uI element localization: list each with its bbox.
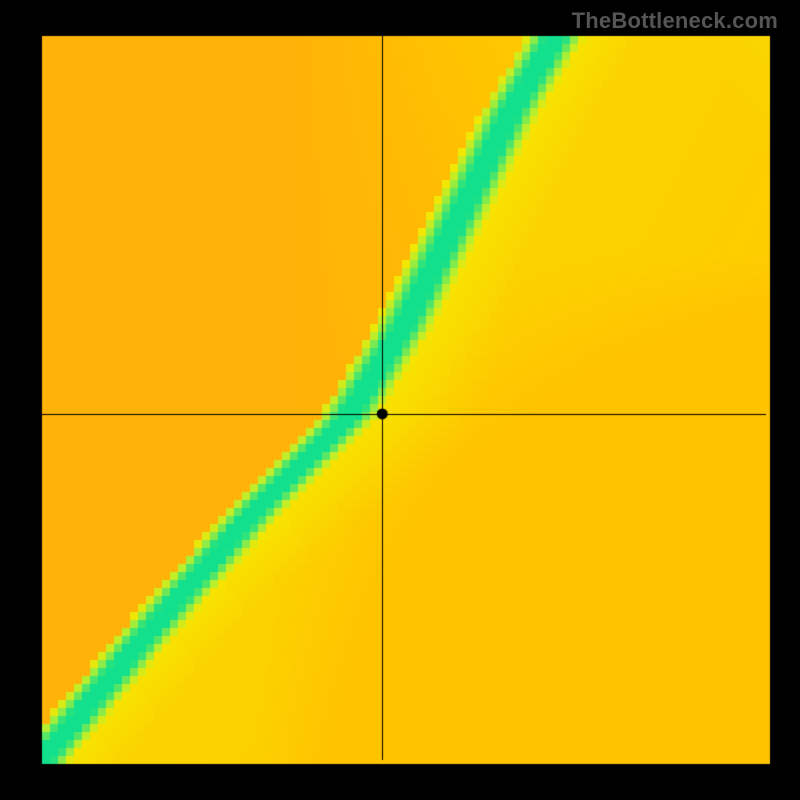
chart-container: TheBottleneck.com xyxy=(0,0,800,800)
heatmap-canvas xyxy=(0,0,800,800)
watermark-label: TheBottleneck.com xyxy=(572,8,778,34)
